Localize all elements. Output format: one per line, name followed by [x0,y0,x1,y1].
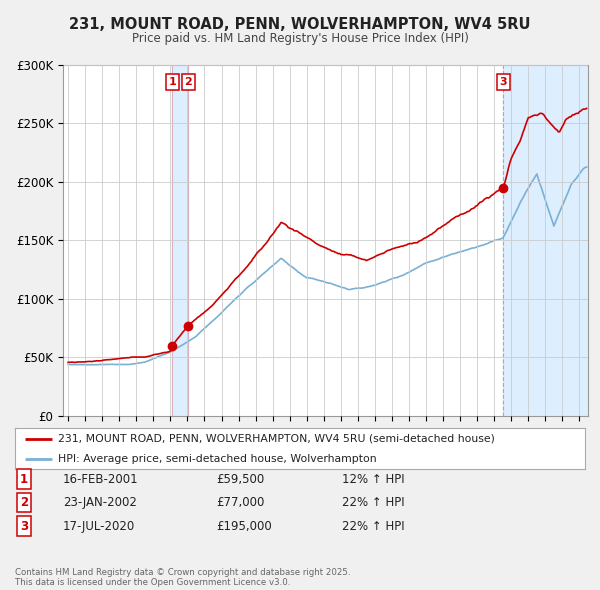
Text: 231, MOUNT ROAD, PENN, WOLVERHAMPTON, WV4 5RU (semi-detached house): 231, MOUNT ROAD, PENN, WOLVERHAMPTON, WV… [58,434,494,444]
Text: Contains HM Land Registry data © Crown copyright and database right 2025.
This d: Contains HM Land Registry data © Crown c… [15,568,350,587]
Text: £77,000: £77,000 [216,496,265,509]
Text: £195,000: £195,000 [216,520,272,533]
Text: 23-JAN-2002: 23-JAN-2002 [63,496,137,509]
Bar [503,65,588,416]
Text: 3: 3 [500,77,507,87]
Text: £59,500: £59,500 [216,473,264,486]
Text: 2: 2 [20,496,28,509]
Text: 17-JUL-2020: 17-JUL-2020 [63,520,135,533]
Text: 2: 2 [185,77,193,87]
Text: 1: 1 [169,77,176,87]
Text: 16-FEB-2001: 16-FEB-2001 [63,473,139,486]
Bar [172,65,188,416]
Text: 3: 3 [20,520,28,533]
Text: HPI: Average price, semi-detached house, Wolverhampton: HPI: Average price, semi-detached house,… [58,454,376,464]
Text: 12% ↑ HPI: 12% ↑ HPI [342,473,404,486]
Text: 231, MOUNT ROAD, PENN, WOLVERHAMPTON, WV4 5RU: 231, MOUNT ROAD, PENN, WOLVERHAMPTON, WV… [69,17,531,31]
Text: 22% ↑ HPI: 22% ↑ HPI [342,496,404,509]
Text: Price paid vs. HM Land Registry's House Price Index (HPI): Price paid vs. HM Land Registry's House … [131,32,469,45]
Text: 22% ↑ HPI: 22% ↑ HPI [342,520,404,533]
Text: 1: 1 [20,473,28,486]
